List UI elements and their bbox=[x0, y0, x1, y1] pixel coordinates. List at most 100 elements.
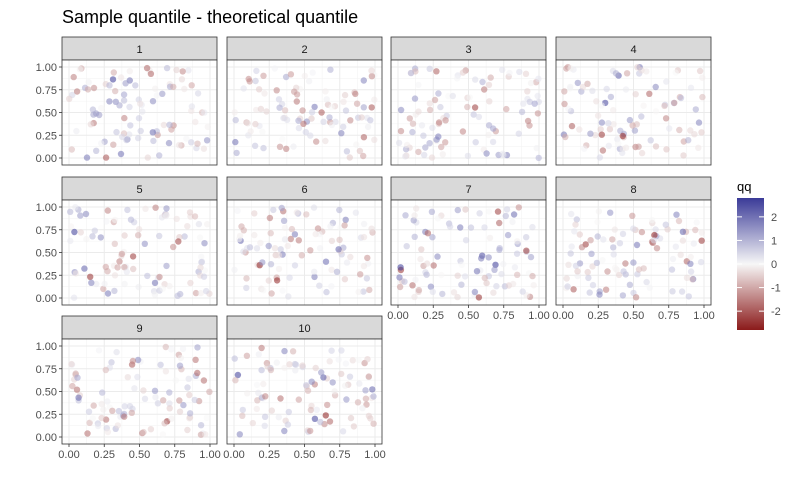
scatter-point bbox=[234, 207, 241, 214]
scatter-point bbox=[629, 212, 636, 219]
scatter-point bbox=[693, 219, 700, 226]
scatter-point bbox=[285, 293, 292, 300]
scatter-point bbox=[328, 347, 335, 354]
scatter-point bbox=[295, 124, 303, 132]
scatter-point bbox=[472, 76, 479, 83]
scatter-point bbox=[479, 78, 486, 86]
scatter-point bbox=[316, 282, 323, 289]
scatter-point bbox=[267, 261, 275, 268]
scatter-point bbox=[647, 137, 654, 144]
scatter-point bbox=[253, 245, 261, 252]
scatter-point bbox=[415, 148, 422, 156]
scatter-point bbox=[340, 123, 347, 130]
scatter-point bbox=[434, 253, 441, 260]
scatter-point bbox=[363, 275, 371, 282]
y-tick-label: 0.75 bbox=[36, 364, 57, 376]
scatter-point bbox=[280, 217, 288, 224]
scatter-point bbox=[620, 268, 627, 275]
y-tick-label: 1.00 bbox=[36, 341, 57, 353]
scatter-point bbox=[409, 282, 416, 289]
facet-strip-label: 8 bbox=[630, 184, 636, 196]
scatter-point bbox=[411, 233, 418, 240]
scatter-point bbox=[307, 132, 314, 139]
scatter-point bbox=[144, 154, 151, 161]
scatter-point bbox=[651, 231, 658, 239]
scatter-point bbox=[326, 418, 334, 425]
scatter-point bbox=[676, 126, 683, 134]
scatter-point bbox=[239, 412, 246, 419]
scatter-point bbox=[303, 211, 310, 218]
scatter-point bbox=[77, 212, 84, 219]
scatter-point bbox=[478, 255, 485, 262]
scatter-point bbox=[464, 152, 472, 160]
scatter-point bbox=[89, 106, 97, 113]
scatter-point bbox=[126, 103, 133, 111]
scatter-point bbox=[254, 397, 261, 404]
scatter-point bbox=[678, 288, 686, 295]
scatter-point bbox=[600, 236, 607, 243]
scatter-point bbox=[151, 387, 159, 394]
y-tick-label: 0.75 bbox=[36, 85, 57, 97]
scatter-point bbox=[619, 230, 627, 238]
scatter-point bbox=[100, 406, 107, 413]
scatter-point bbox=[289, 348, 297, 355]
scatter-point bbox=[301, 72, 308, 80]
facet-panel-10: 10 0.00 0.25 0.50 0.75 1.00 bbox=[223, 315, 386, 461]
scatter-point bbox=[335, 246, 342, 253]
scatter-point bbox=[453, 75, 461, 82]
scatter-point bbox=[423, 271, 430, 278]
scatter-point bbox=[476, 210, 483, 217]
scatter-point bbox=[86, 419, 93, 426]
scatter-point bbox=[585, 274, 592, 282]
scatter-point bbox=[144, 272, 151, 280]
scatter-point bbox=[335, 356, 342, 363]
x-tick-label: 0.25 bbox=[423, 310, 444, 322]
scatter-point bbox=[481, 86, 488, 93]
scatter-point bbox=[500, 260, 507, 268]
scatter-point bbox=[470, 111, 477, 118]
scatter-point bbox=[610, 107, 617, 114]
scatter-point bbox=[271, 245, 279, 252]
scatter-point bbox=[481, 224, 488, 231]
scatter-point bbox=[662, 115, 670, 122]
scatter-point bbox=[121, 232, 128, 239]
scatter-point bbox=[407, 69, 415, 77]
scatter-point bbox=[475, 113, 483, 121]
scatter-point bbox=[88, 279, 95, 286]
legend-label: -1 bbox=[771, 283, 781, 295]
scatter-point bbox=[255, 86, 263, 93]
scatter-point bbox=[276, 104, 283, 111]
scatter-point bbox=[234, 371, 242, 379]
scatter-point bbox=[102, 154, 110, 161]
scatter-point bbox=[173, 215, 180, 223]
scatter-point bbox=[454, 272, 461, 279]
scatter-point bbox=[650, 237, 658, 244]
scatter-point bbox=[196, 234, 204, 241]
scatter-point bbox=[204, 123, 211, 131]
scatter-point bbox=[252, 120, 259, 128]
scatter-point bbox=[464, 103, 471, 111]
scatter-point bbox=[605, 120, 612, 127]
y-tick-label: 0.00 bbox=[36, 432, 57, 444]
scatter-point bbox=[186, 415, 193, 422]
scatter-point bbox=[156, 152, 163, 159]
scatter-point bbox=[161, 420, 168, 427]
scatter-point bbox=[599, 147, 607, 154]
scatter-point bbox=[567, 250, 574, 257]
panel-border bbox=[226, 59, 383, 166]
scatter-point bbox=[184, 223, 191, 230]
scatter-point bbox=[287, 235, 294, 243]
scatter-point bbox=[679, 228, 687, 235]
scatter-point bbox=[586, 289, 593, 296]
scatter-point bbox=[85, 408, 93, 415]
scatter-point bbox=[159, 431, 167, 438]
scatter-point bbox=[291, 262, 299, 269]
scatter-point bbox=[568, 210, 575, 218]
scatter-point bbox=[247, 128, 254, 135]
scatter-point bbox=[533, 144, 540, 152]
scatter-point bbox=[435, 90, 442, 97]
facet-strip-label: 3 bbox=[465, 44, 471, 56]
scatter-point bbox=[466, 94, 473, 101]
scatter-point bbox=[295, 396, 302, 403]
scatter-point bbox=[83, 154, 91, 161]
